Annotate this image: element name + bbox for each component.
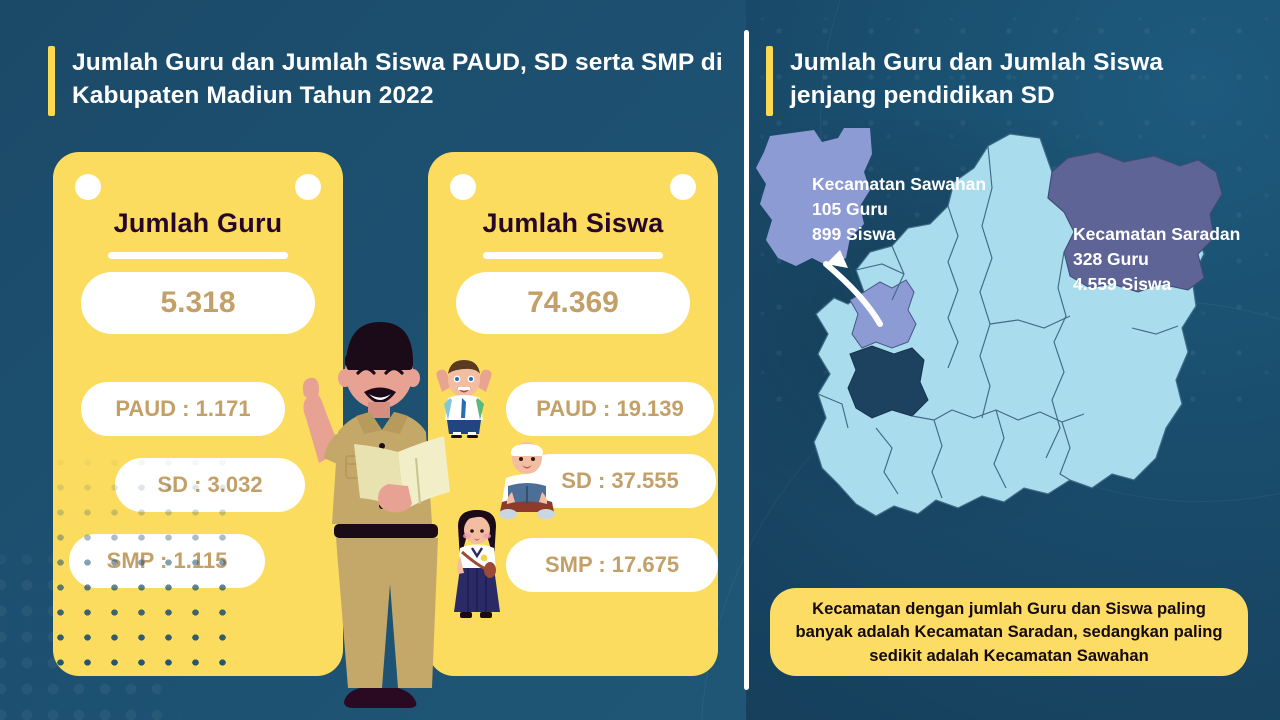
callout-sawahan: Kecamatan Sawahan 105 Guru 899 Siswa: [812, 172, 1022, 247]
callout-sawahan-guru: 105 Guru: [812, 199, 888, 219]
map-kabupaten-madiun: [752, 128, 1272, 568]
card-guru-total-value: 5.318: [81, 272, 315, 334]
callout-saradan: Kecamatan Saradan 328 Guru 4.559 Siswa: [1073, 222, 1273, 297]
card-siswa-smp-value: SMP : 17.675: [506, 538, 718, 592]
map-region-sawahan: [849, 279, 917, 349]
card-siswa-heading: Jumlah Siswa: [482, 208, 664, 238]
map-region-dark-west: [847, 345, 929, 419]
student-sd-illustration: [499, 442, 555, 519]
card-siswa-paud-value: PAUD : 19.139: [506, 382, 714, 436]
page-title-left: Jumlah Guru dan Jumlah Siswa PAUD, SD se…: [48, 46, 728, 116]
card-hole-left-icon: [75, 174, 101, 200]
card-siswa-underline: [483, 252, 663, 259]
student-paud-illustration: [436, 360, 492, 438]
page-title-right: Jumlah Guru dan Jumlah Siswa jenjang pen…: [766, 46, 1236, 116]
card-hole-right-icon: [670, 174, 696, 200]
title-accent-bar-right: [766, 46, 773, 116]
card-hole-right-icon: [295, 174, 321, 200]
section-divider: [744, 30, 749, 690]
map-district-boundaries: [817, 145, 1179, 499]
card-guru-heading: Jumlah Guru: [113, 208, 283, 238]
map-callout-arrow: [823, 261, 883, 327]
callout-sawahan-siswa: 899 Siswa: [812, 224, 896, 244]
card-guru-paud-value: PAUD : 1.171: [81, 382, 285, 436]
callout-saradan-siswa: 4.559 Siswa: [1073, 274, 1172, 294]
map-callout-arrowhead: [826, 250, 848, 268]
card-guru-underline: [108, 252, 288, 259]
callout-sawahan-name: Kecamatan Sawahan: [812, 174, 987, 194]
map-region-sawahan-zoom: [756, 128, 872, 266]
teacher-illustration: [302, 322, 450, 708]
map-svg: [756, 128, 1223, 517]
title-right-text: Jumlah Guru dan Jumlah Siswa jenjang pen…: [790, 49, 1164, 109]
student-smp-illustration: [454, 510, 500, 618]
card-siswa-sd-value: SD : 37.555: [524, 454, 716, 508]
callout-saradan-name: Kecamatan Saradan: [1073, 224, 1241, 244]
map-summary-note: Kecamatan dengan jumlah Guru dan Siswa p…: [770, 588, 1248, 676]
card-hole-left-icon: [450, 174, 476, 200]
title-left-text: Jumlah Guru dan Jumlah Siswa PAUD, SD se…: [72, 49, 723, 109]
card-guru-smp-value: SMP : 1.115: [69, 534, 265, 588]
map-region-saradan: [1047, 151, 1223, 293]
card-siswa-total-value: 74.369: [456, 272, 690, 334]
callout-saradan-guru: 328 Guru: [1073, 249, 1149, 269]
title-accent-bar-left: [48, 46, 55, 116]
